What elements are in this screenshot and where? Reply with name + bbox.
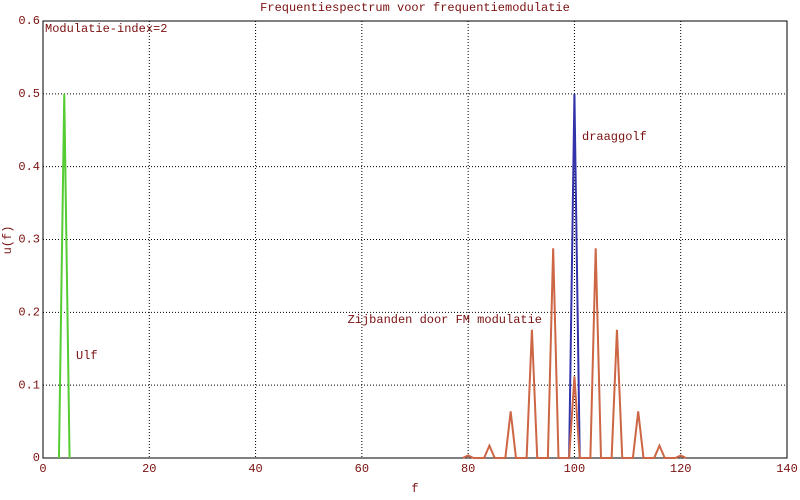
series-line bbox=[57, 93, 71, 459]
annotation: Ulf bbox=[76, 349, 98, 363]
x-tick-label: 40 bbox=[248, 462, 262, 476]
annotation: draaggolf bbox=[582, 130, 647, 144]
y-axis-label: u(f) bbox=[1, 226, 15, 255]
y-tick-label: 0.2 bbox=[18, 306, 40, 320]
y-tick-label: 0.6 bbox=[18, 14, 40, 28]
x-axis-label: f bbox=[411, 482, 418, 496]
x-tick-label: 0 bbox=[39, 462, 46, 476]
chart-title: Frequentiespectrum voor frequentiemodula… bbox=[260, 1, 570, 15]
x-tick-label: 140 bbox=[776, 462, 798, 476]
x-tick-label: 20 bbox=[142, 462, 156, 476]
y-tick-label: 0.4 bbox=[18, 160, 40, 174]
x-tick-label: 120 bbox=[670, 462, 692, 476]
x-tick-label: 60 bbox=[355, 462, 369, 476]
y-tick-label: 0.1 bbox=[18, 378, 40, 392]
y-tick-label: 0.3 bbox=[18, 233, 40, 247]
y-tick-label: 0 bbox=[33, 451, 40, 465]
series-line bbox=[568, 93, 581, 459]
x-tick-label: 100 bbox=[564, 462, 586, 476]
annotation: Modulatie-index=2 bbox=[45, 22, 167, 36]
y-tick-label: 0.5 bbox=[18, 87, 40, 101]
x-tick-label: 80 bbox=[461, 462, 475, 476]
series-line bbox=[462, 248, 687, 459]
annotation: Zijbanden door FM modulatie bbox=[348, 313, 542, 327]
